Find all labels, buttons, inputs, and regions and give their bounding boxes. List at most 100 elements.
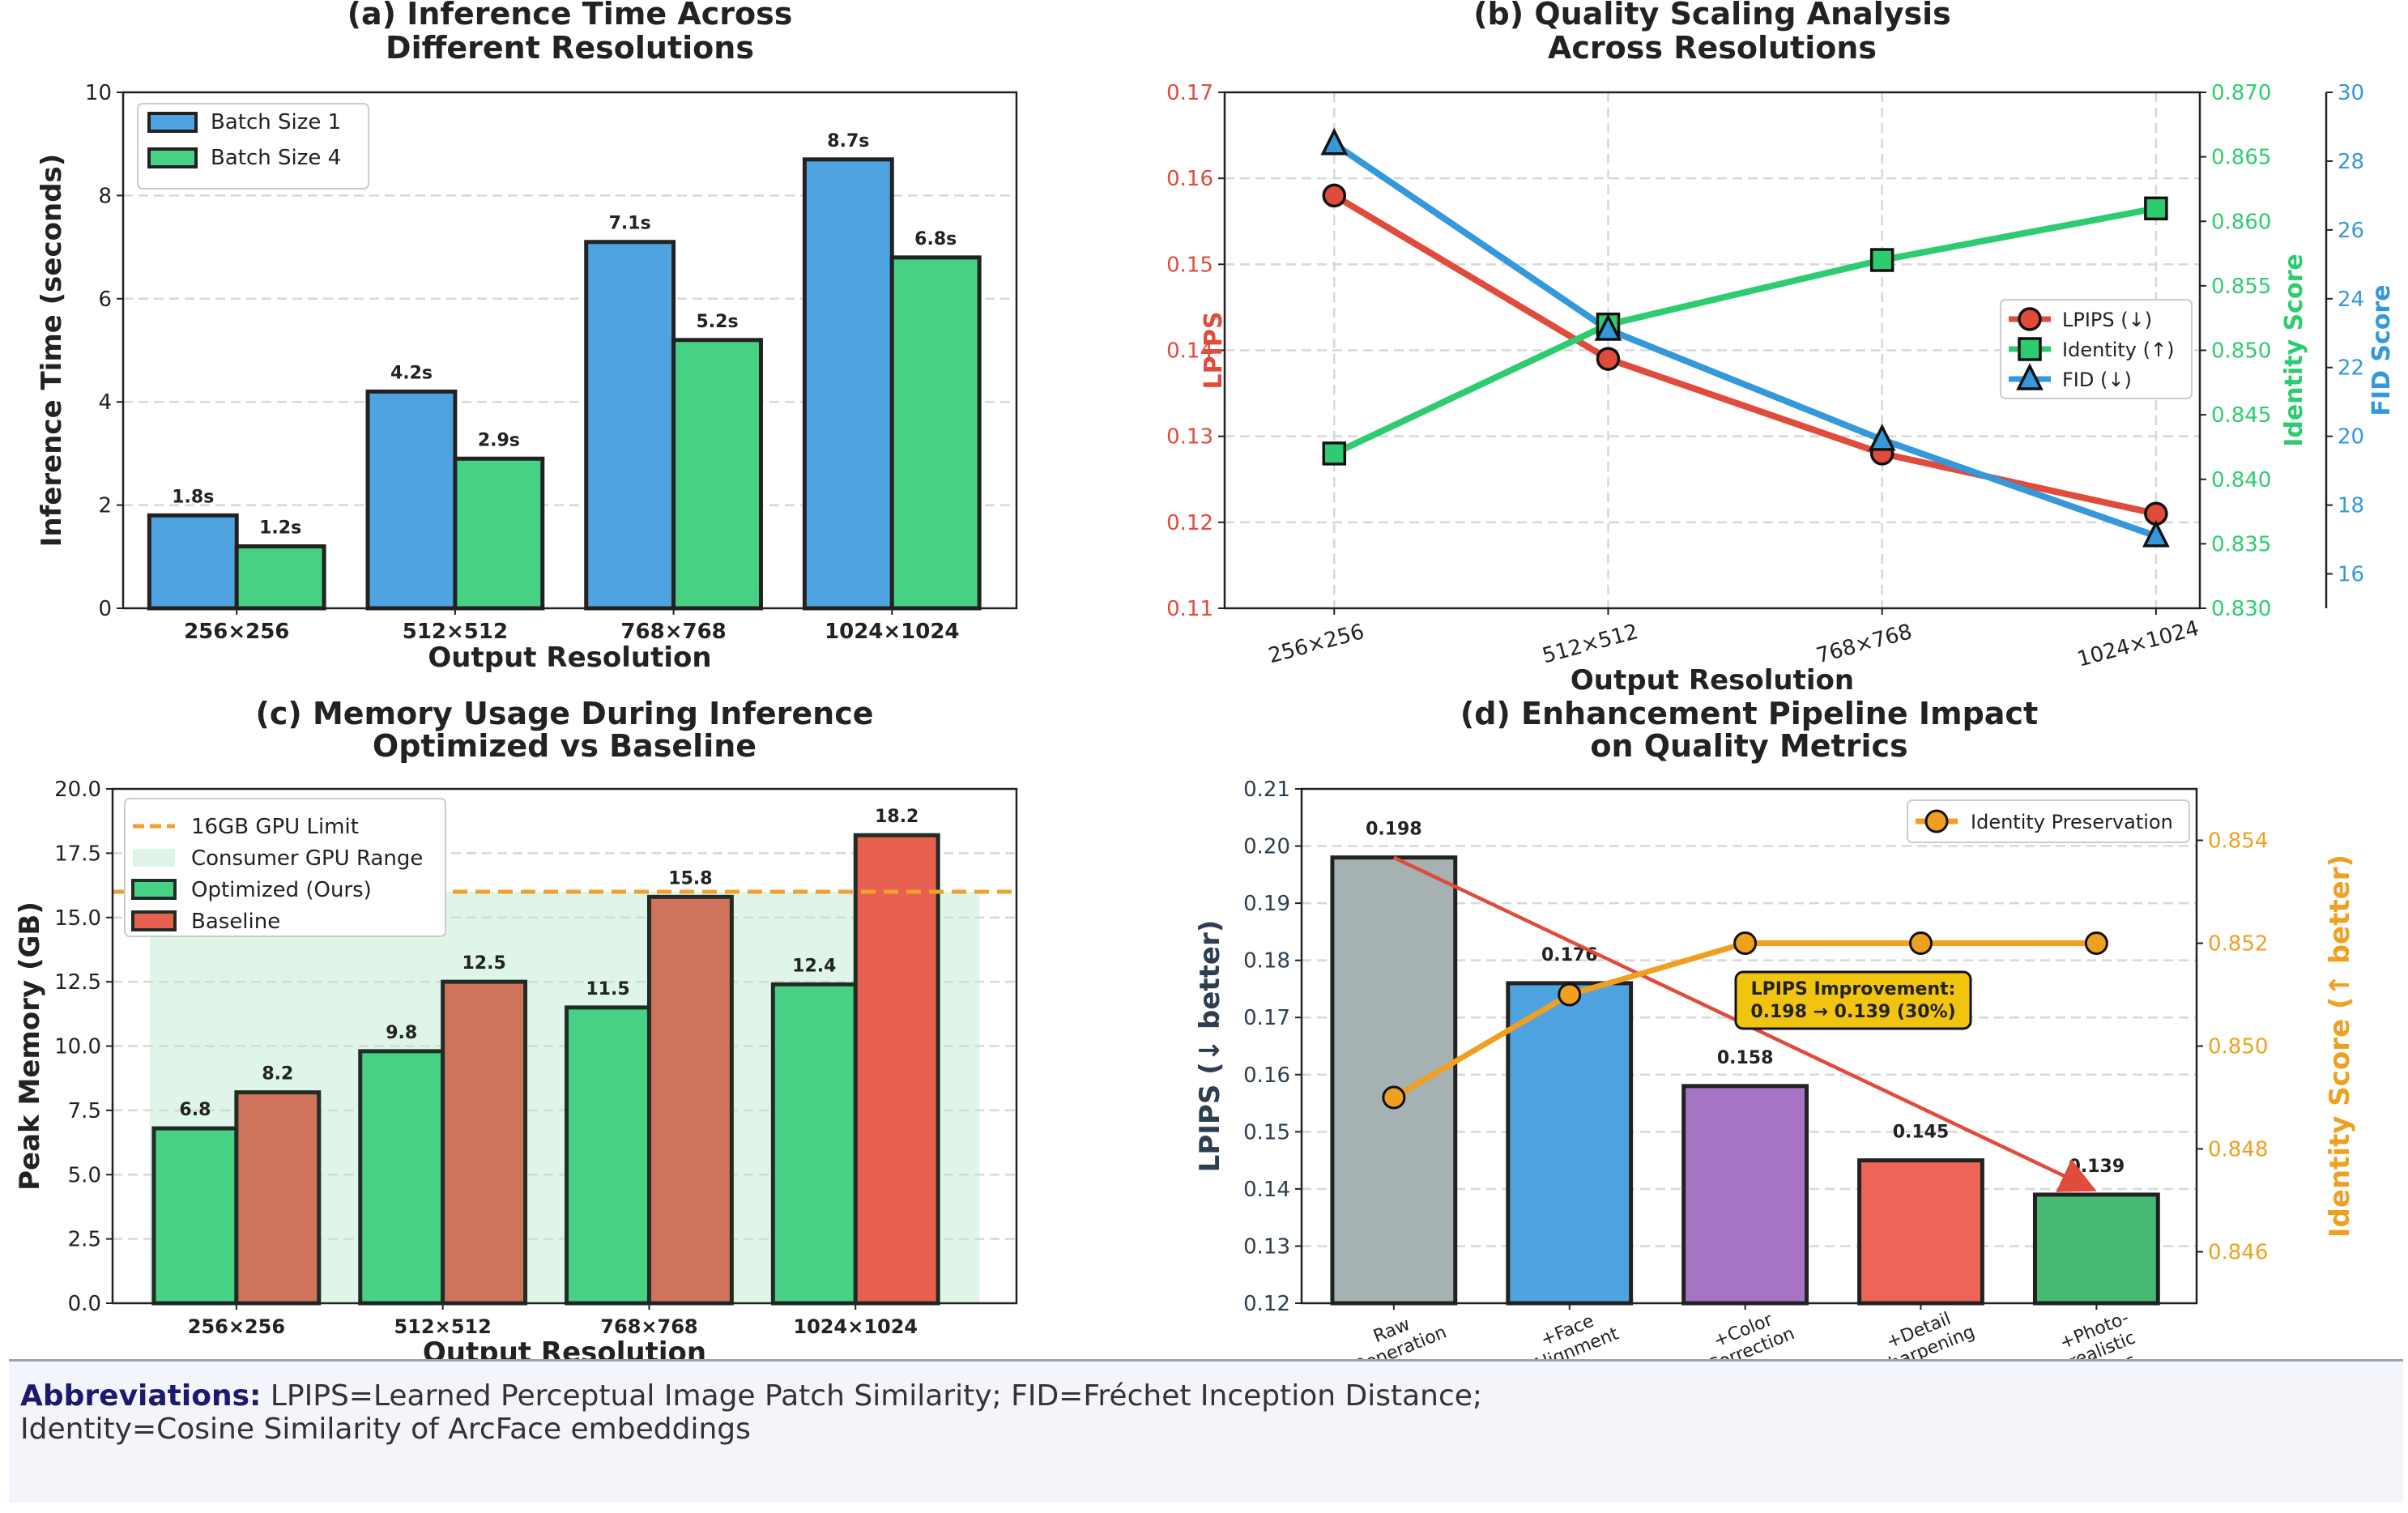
bar-value-label: 12.5 bbox=[462, 953, 505, 974]
identity-tick-label: 0.860 bbox=[2211, 210, 2271, 234]
chart-b-quality-scaling: 0.11 0.12 0.13 0.14 0.15 0.16 0.17 (b) Quality … bbox=[1166, 0, 2396, 697]
identity-tick-label: 0.850 bbox=[2208, 1035, 2268, 1059]
identity-tick-label: 0.845 bbox=[2211, 403, 2271, 428]
y-tick-label: 10 bbox=[85, 81, 112, 105]
y-axis-label: Peak Memory (GB) bbox=[14, 901, 46, 1191]
bar-value-label: 7.1s bbox=[609, 214, 651, 234]
annotation-box bbox=[1734, 970, 1972, 1030]
bar-value-label: 15.8 bbox=[668, 868, 712, 889]
bar bbox=[853, 833, 940, 1306]
legend: LPIPS (↓) Identity (↑) FID (↓) bbox=[2000, 299, 2193, 399]
y-tick-label: 2 bbox=[98, 494, 112, 518]
y-axis-label: LPIPS (↓ better) bbox=[1194, 920, 1226, 1173]
identity-tick-label: 0.850 bbox=[2211, 339, 2271, 364]
fid-tick-label: 20 bbox=[2338, 425, 2364, 450]
bar bbox=[584, 240, 676, 611]
legend: Batch Size 1 Batch Size 4 bbox=[137, 103, 369, 190]
identity-tick-label: 0.865 bbox=[2211, 146, 2271, 170]
y-tick-label: 20.0 bbox=[54, 778, 101, 802]
y-tick-label: 8 bbox=[98, 184, 112, 208]
legend-label: LPIPS (↓) bbox=[2062, 309, 2152, 331]
y-tick-label: 0.20 bbox=[1243, 835, 1290, 859]
legend-label: Identity (↑) bbox=[2062, 339, 2174, 361]
data-point bbox=[1868, 424, 1896, 451]
bar-value-label: 0.145 bbox=[1893, 1123, 1950, 1143]
bar bbox=[646, 894, 734, 1306]
fid-tick-label: 18 bbox=[2338, 494, 2364, 518]
y-tick-label: 0.16 bbox=[1166, 167, 1213, 191]
y-tick-label: 0.17 bbox=[1243, 1006, 1290, 1030]
bar bbox=[441, 979, 528, 1306]
y-tick-label: 2.5 bbox=[68, 1228, 101, 1252]
y-tick-label: 15.0 bbox=[54, 906, 101, 931]
legend-label: Batch Size 4 bbox=[211, 146, 341, 170]
identity-point bbox=[1733, 931, 1758, 955]
legend: 16GB GPU Limit Consumer GPU Range Optimize… bbox=[124, 798, 446, 937]
chart-title: (b) Quality Scaling Analysis bbox=[1473, 0, 1951, 32]
y-tick-label: 10.0 bbox=[54, 1035, 101, 1059]
abbreviations-label: Abbreviations: bbox=[20, 1379, 262, 1413]
legend-label: Batch Size 1 bbox=[211, 110, 341, 134]
legend-swatch bbox=[131, 910, 177, 931]
bar-value-label: 5.2s bbox=[696, 312, 738, 332]
data-point bbox=[2016, 363, 2044, 390]
bar bbox=[770, 982, 858, 1306]
identity-tick-label: 0.846 bbox=[2208, 1241, 2268, 1265]
y-tick-label: 0.15 bbox=[1243, 1120, 1290, 1144]
x-tick-label: 768×768 bbox=[620, 620, 726, 644]
abbreviations-footer: Abbreviations: LPIPS=Learned Perceptual … bbox=[9, 1359, 2403, 1502]
bar bbox=[453, 456, 545, 611]
bar bbox=[1681, 1084, 1809, 1306]
x-tick-label: 512×512 bbox=[1540, 620, 1641, 668]
x-tick-label: 1024×1024 bbox=[793, 1315, 918, 1338]
legend-swatch bbox=[147, 112, 198, 133]
bar bbox=[2032, 1192, 2160, 1306]
legend-label: Baseline bbox=[191, 910, 280, 934]
legend-marker bbox=[1924, 809, 1949, 833]
annotation-text: LPIPS Improvement: bbox=[1751, 979, 1956, 999]
y-tick-label: 12.5 bbox=[54, 970, 101, 995]
fid-tick-label: 28 bbox=[2338, 150, 2364, 174]
legend-box bbox=[124, 798, 446, 937]
data-point bbox=[2018, 307, 2042, 331]
x-tick-label: 768×768 bbox=[1813, 620, 1915, 668]
y-tick-label: 0.12 bbox=[1243, 1292, 1290, 1316]
x-tick-label: 768×768 bbox=[600, 1315, 697, 1338]
y-tick-label: 0.14 bbox=[1166, 339, 1213, 364]
chart-title: Different Resolutions bbox=[386, 30, 754, 66]
y-tick-label: 0.19 bbox=[1243, 892, 1290, 916]
legend-label: FID (↓) bbox=[2062, 369, 2132, 391]
identity-point bbox=[1908, 931, 1933, 955]
bar bbox=[151, 1126, 239, 1306]
identity-tick-label: 0.855 bbox=[2211, 275, 2271, 299]
bar-value-label: 0.176 bbox=[1541, 945, 1598, 965]
legend-box bbox=[2000, 299, 2193, 399]
identity-point bbox=[1382, 1085, 1406, 1110]
identity-tick-label: 0.835 bbox=[2211, 532, 2271, 556]
chart-title: (c) Memory Usage During Inference bbox=[255, 696, 873, 731]
x-tick-label: 1024×1024 bbox=[2074, 616, 2201, 672]
x-tick-label: 256×256 bbox=[1266, 620, 1367, 668]
abbreviations-line-1: LPIPS=Learned Perceptual Image Patch Sim… bbox=[261, 1379, 1483, 1413]
plot-frame bbox=[121, 91, 1018, 610]
identity-tick-label: 0.852 bbox=[2208, 932, 2268, 957]
legend-label: 16GB GPU Limit bbox=[191, 815, 359, 839]
chart-title: (a) Inference Time Across bbox=[347, 0, 793, 32]
abbreviations-line-2: Identity=Cosine Similarity of ArcFace em… bbox=[20, 1413, 751, 1446]
bar bbox=[234, 1090, 322, 1306]
data-point bbox=[2142, 519, 2170, 548]
x-tick-label: 512×512 bbox=[403, 620, 508, 644]
fid-tick-label: 30 bbox=[2338, 81, 2364, 105]
bar-value-label: 11.5 bbox=[586, 979, 629, 999]
identity-tick-label: 0.870 bbox=[2211, 81, 2271, 105]
bar bbox=[802, 157, 894, 611]
data-point bbox=[1596, 347, 1621, 371]
fid-axis-label: FID Score bbox=[2368, 284, 2396, 416]
lpips-axis-label: LPIPS bbox=[1200, 312, 1228, 390]
chart-a-inference-time: 0 2 4 6 8 10 (a) Inference Time AcrossDifferen… bbox=[36, 0, 1018, 674]
y-tick-label: 7.5 bbox=[68, 1099, 101, 1123]
identity-tick-label: 0.848 bbox=[2208, 1138, 2268, 1162]
y-tick-label: 17.5 bbox=[54, 842, 101, 866]
data-point bbox=[1322, 441, 1347, 466]
legend-swatch bbox=[147, 147, 198, 168]
